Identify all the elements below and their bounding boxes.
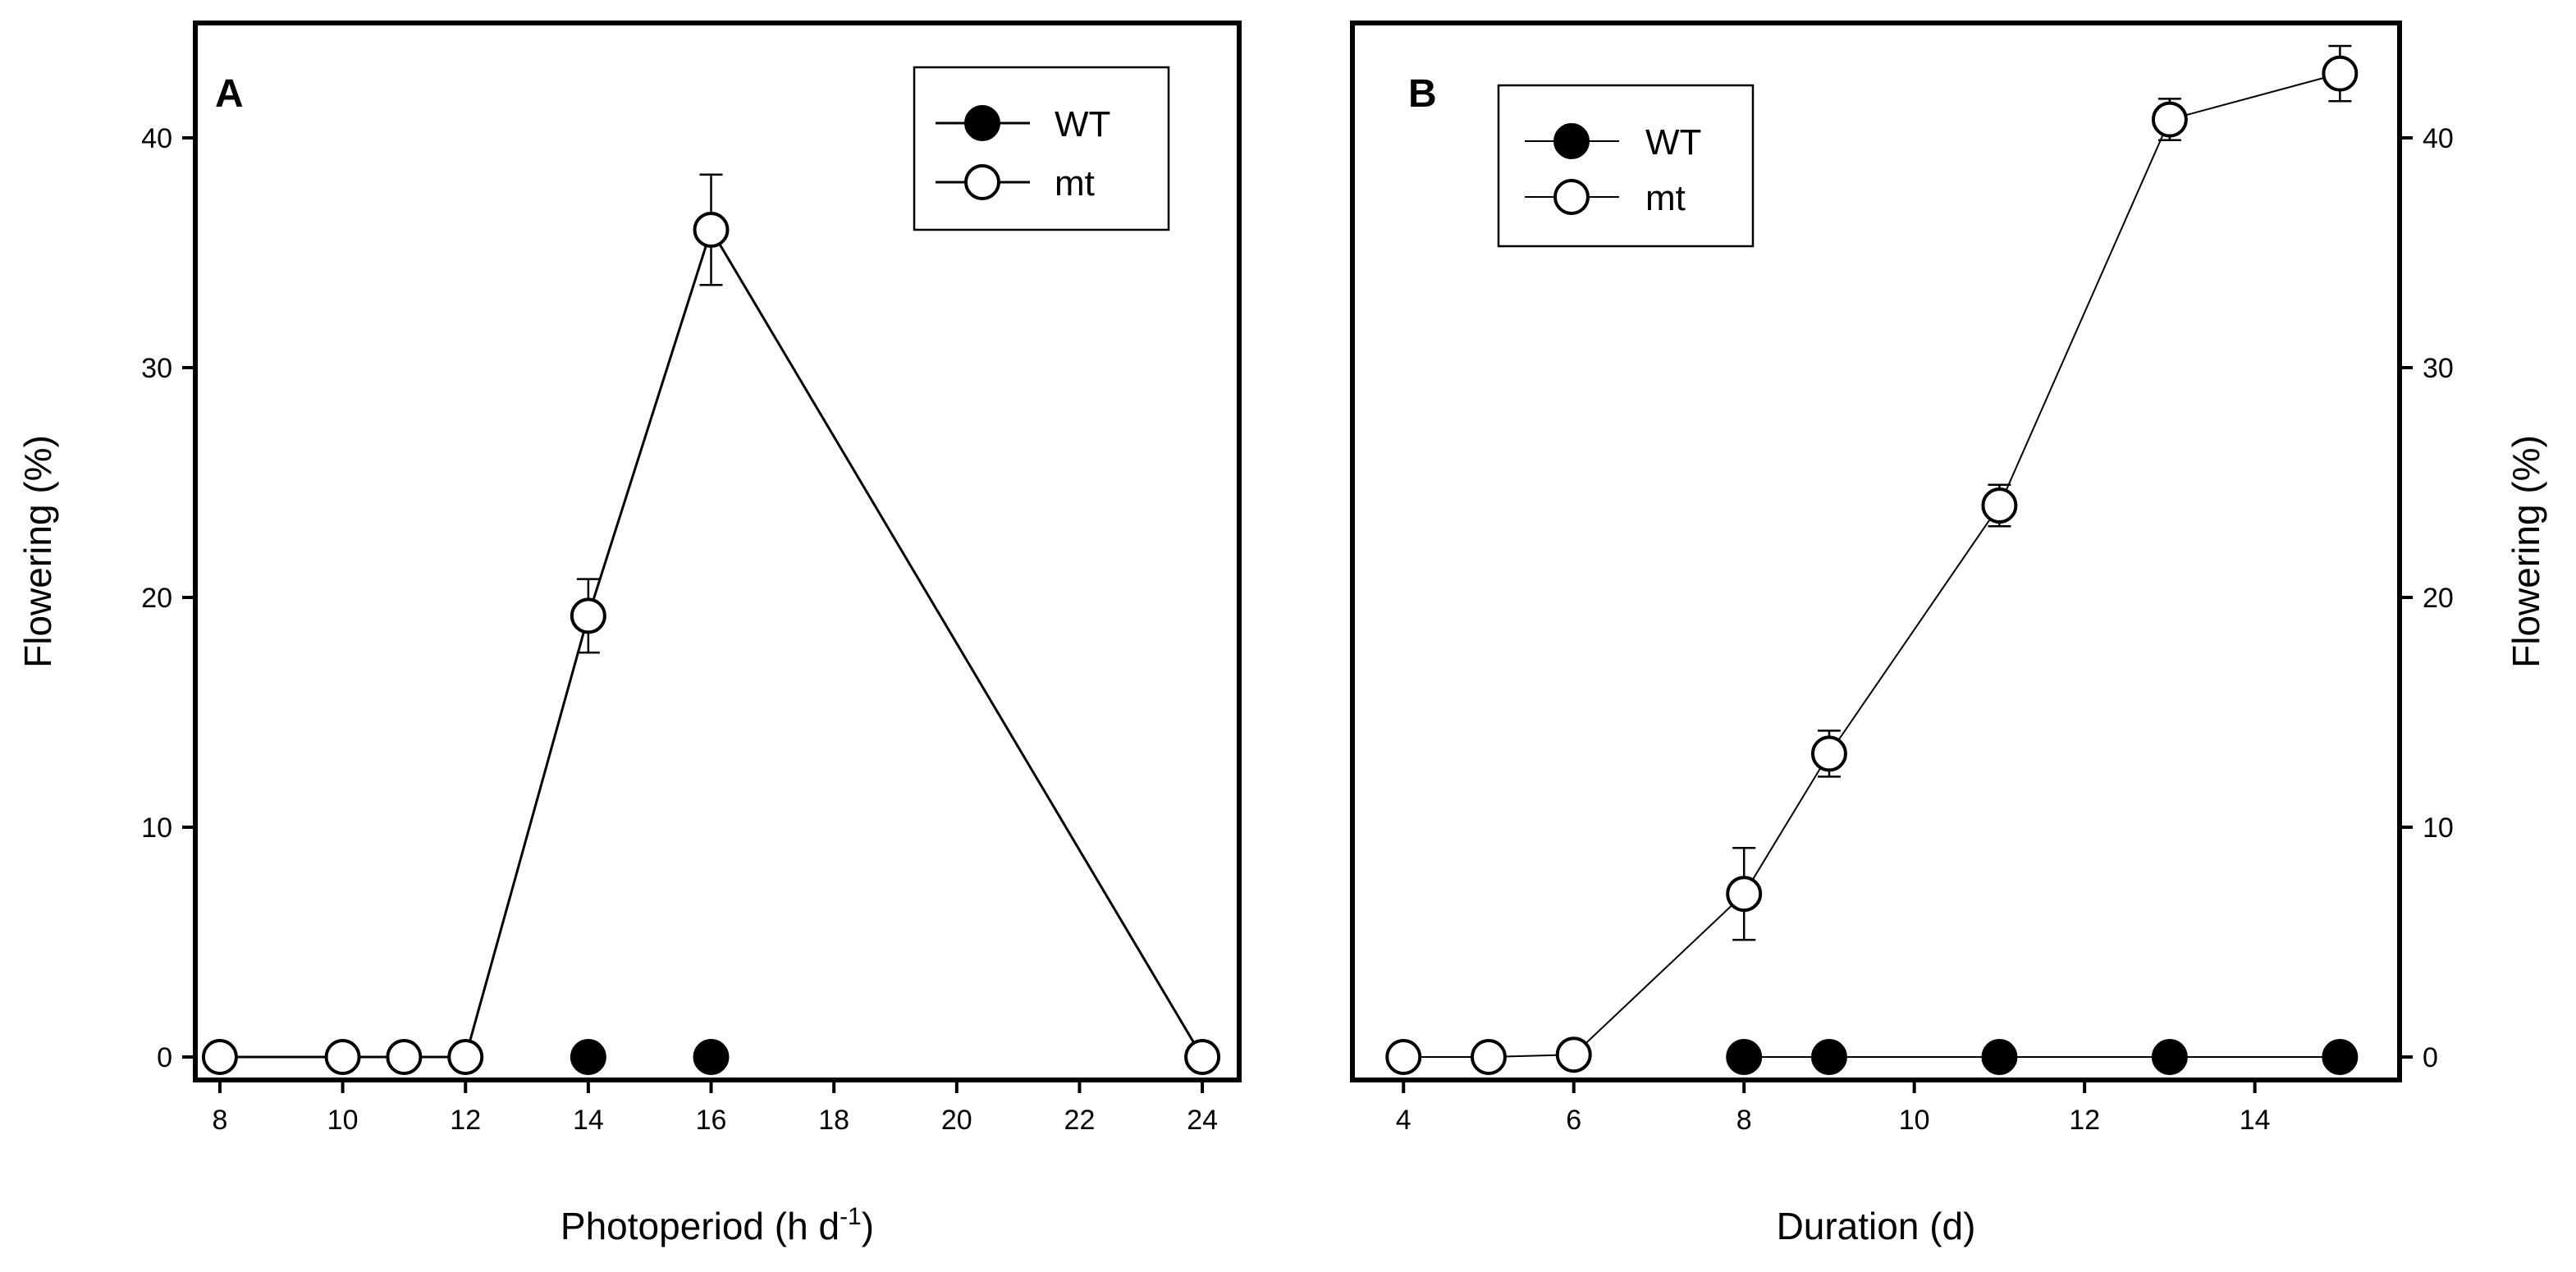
legend-box xyxy=(913,66,1170,231)
y-tick-label-3: 30 xyxy=(141,353,172,384)
y-axis-title: Flowering (%) xyxy=(2505,435,2547,668)
y-tick-label-4: 40 xyxy=(2423,123,2454,154)
point-mt-0 xyxy=(1385,1039,1422,1075)
point-mt-4 xyxy=(570,597,606,634)
ticks-layer: 8 10 12 14 16 18 20 22 24 0 10 20 30 40 xyxy=(141,123,1218,1136)
legend-marker-wt xyxy=(964,105,1000,141)
legend-marker-wt xyxy=(1553,123,1590,159)
y-tick-label-3: 30 xyxy=(2423,353,2454,384)
point-wt-4 xyxy=(2322,1039,2359,1075)
point-wt-1 xyxy=(1810,1039,1847,1075)
x-tick-label-2: 12 xyxy=(450,1105,481,1136)
point-wt-0 xyxy=(570,1039,606,1075)
legend-box xyxy=(1497,84,1755,248)
point-mt-6 xyxy=(2151,101,2188,138)
point-mt-7 xyxy=(2322,55,2359,92)
point-mt-5 xyxy=(693,212,730,248)
series-layer xyxy=(1385,44,2359,1075)
point-mt-6 xyxy=(1184,1039,1221,1075)
x-tick-label-8: 24 xyxy=(1187,1105,1218,1136)
x-tick-label-2: 8 xyxy=(1736,1105,1752,1136)
x-axis-title: Photoperiod (h d-1) xyxy=(560,1203,874,1247)
x-axis-title-superscript: -1 xyxy=(840,1203,862,1230)
point-mt-0 xyxy=(201,1039,238,1075)
panel-label: B xyxy=(1408,72,1437,116)
x-tick-label-4: 16 xyxy=(696,1105,727,1136)
series-line-mt xyxy=(219,226,1204,1059)
ticks-layer: 4 6 8 10 12 14 0 10 20 30 40 xyxy=(1396,123,2454,1136)
legend-marker-mt xyxy=(964,164,1000,200)
point-mt-5 xyxy=(1981,487,2018,524)
y-tick-label-2: 20 xyxy=(2423,583,2454,614)
legend: WT mt xyxy=(913,66,1170,231)
y-tick-label-0: 0 xyxy=(2423,1042,2438,1073)
point-wt-2 xyxy=(1981,1039,2018,1075)
x-tick-label-6: 20 xyxy=(941,1105,972,1136)
x-tick-label-5: 18 xyxy=(818,1105,849,1136)
point-mt-1 xyxy=(324,1039,361,1075)
x-tick-label-4: 12 xyxy=(2069,1105,2100,1136)
legend-label-wt: WT xyxy=(1055,104,1110,144)
point-mt-1 xyxy=(1470,1039,1507,1075)
x-tick-label-3: 14 xyxy=(573,1105,604,1136)
legend-label-wt: WT xyxy=(1645,122,1701,162)
point-wt-0 xyxy=(1726,1039,1763,1075)
panel-a: 8 10 12 14 16 18 20 22 24 0 10 20 30 40 A Flowering (… xyxy=(16,21,1242,1247)
plot-frame xyxy=(1350,21,2402,1082)
x-tick-label-3: 10 xyxy=(1899,1105,1930,1136)
point-wt-1 xyxy=(693,1039,730,1075)
x-tick-label-0: 4 xyxy=(1396,1105,1412,1136)
point-mt-2 xyxy=(1555,1036,1592,1073)
panel-b: 4 6 8 10 12 14 0 10 20 30 40 B Flowering (%) Durat… xyxy=(1350,21,2547,1247)
x-tick-label-7: 22 xyxy=(1064,1105,1096,1136)
point-mt-2 xyxy=(386,1039,423,1075)
point-mt-3 xyxy=(447,1039,484,1075)
x-tick-label-1: 6 xyxy=(1566,1105,1581,1136)
x-tick-label-5: 14 xyxy=(2240,1105,2271,1136)
series-layer xyxy=(201,173,1221,1075)
point-wt-3 xyxy=(2151,1039,2188,1075)
y-axis-title: Flowering (%) xyxy=(16,435,59,668)
legend-label-mt: mt xyxy=(1055,163,1095,204)
point-mt-4 xyxy=(1810,735,1847,772)
legend-label-mt: mt xyxy=(1645,178,1686,218)
y-tick-label-2: 20 xyxy=(141,583,172,614)
y-tick-label-0: 0 xyxy=(157,1042,172,1073)
y-tick-label-4: 40 xyxy=(141,123,172,154)
x-tick-label-0: 8 xyxy=(212,1105,227,1136)
point-mt-3 xyxy=(1726,876,1763,913)
legend-marker-mt xyxy=(1553,179,1590,215)
plot-frame xyxy=(193,21,1242,1082)
panel-label: A xyxy=(215,72,244,116)
legend: WT mt xyxy=(1497,84,1755,248)
x-tick-label-1: 10 xyxy=(327,1105,359,1136)
x-axis-title: Duration (d) xyxy=(1777,1205,1976,1247)
y-tick-label-1: 10 xyxy=(2423,812,2454,844)
y-tick-label-1: 10 xyxy=(141,812,172,844)
